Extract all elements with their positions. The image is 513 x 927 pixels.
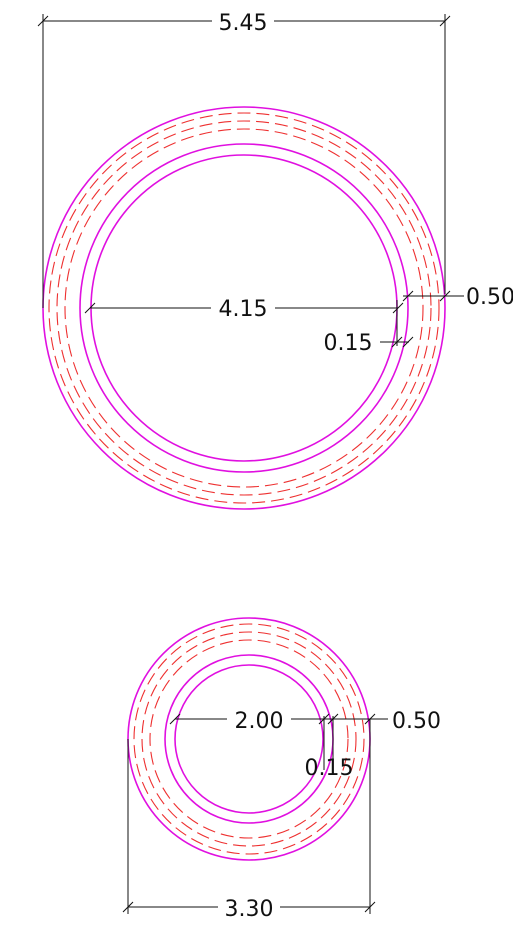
small-od-tick-left (122, 901, 134, 913)
large-lining-tick-a (391, 336, 403, 348)
small-insulation-label: 0.50 (392, 709, 441, 734)
large-od-label: 5.45 (219, 11, 268, 36)
large-od-tick-right (439, 15, 451, 27)
large-lining-thickness-dimension: 0.15 (324, 300, 414, 356)
large-od-label-background (212, 8, 274, 34)
small-od-label-background (218, 894, 280, 921)
large-id-tick-right (392, 302, 404, 314)
large-id-tick-left (84, 302, 96, 314)
large-insulation-thickness-dimension: 0.50 (402, 285, 513, 310)
small-insulation-thickness-dimension: 0.50 (334, 709, 441, 734)
small-outer-diameter-dimension: 3.30 (122, 719, 376, 922)
small-od-tick-right (364, 901, 376, 913)
small-pipe-wall-outer (164, 654, 334, 824)
large-lining-label: 0.15 (324, 331, 373, 356)
large-pipe-wall-outer (79, 143, 409, 473)
small-pipe-section (127, 617, 371, 861)
large-pipe-insulation-dash-inner (64, 128, 424, 488)
large-inner-diameter-dimension: 4.15 (84, 294, 404, 322)
large-id-label: 4.15 (219, 297, 268, 322)
small-id-label: 2.00 (235, 709, 284, 734)
small-pipe-insulation-dash-middle (141, 631, 357, 847)
small-od-label: 3.30 (225, 897, 274, 922)
small-pipe-insulation-dash-outer (133, 623, 365, 855)
large-insulation-tick-b (439, 290, 451, 302)
large-lining-tick-b (402, 336, 414, 348)
small-pipe-insulation-dash-inner (149, 639, 349, 839)
small-lining-tick-a (327, 713, 339, 725)
small-id-label-background (227, 705, 291, 733)
large-id-label-background (211, 294, 275, 322)
large-insulation-label: 0.50 (466, 285, 513, 310)
large-outer-diameter-dimension: 5.45 (37, 8, 451, 308)
small-lining-thickness-dimension: 0.15 (305, 713, 354, 781)
small-lining-label: 0.15 (305, 756, 354, 781)
large-pipe-insulation-dash-outer (48, 112, 440, 504)
large-od-tick-left (37, 15, 49, 27)
small-inner-diameter-dimension: 2.00 (169, 705, 330, 734)
small-pipe-wall-inner (174, 664, 324, 814)
small-id-tick-left (169, 713, 181, 725)
large-pipe-insulation-dash-middle (56, 120, 432, 496)
large-insulation-tick-a (402, 290, 414, 302)
